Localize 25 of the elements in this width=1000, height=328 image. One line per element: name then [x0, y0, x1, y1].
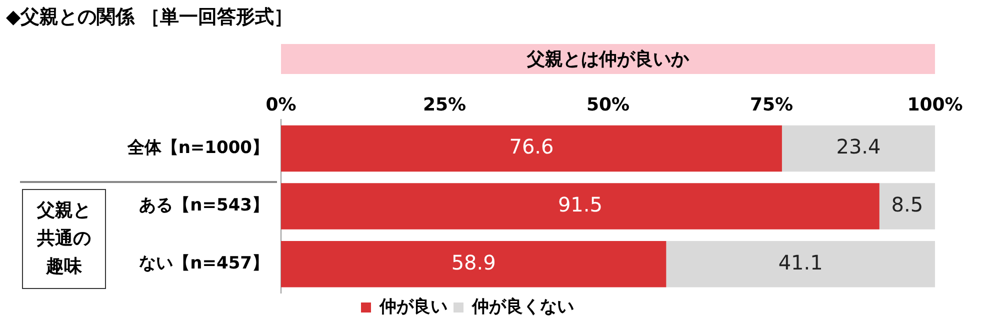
data-label: 58.9 [451, 250, 496, 274]
bar [666, 240, 935, 288]
data-label: 76.6 [509, 134, 554, 159]
text: 父親と共通の趣味 [22, 189, 106, 289]
chart-title: ◆父親との関係 ［単一回答形式］ [6, 5, 294, 30]
chart-subtitle: 父親とは仲が良いか [281, 44, 935, 74]
y-tick-label: 全体【n=1000】 [126, 138, 269, 158]
bar [281, 240, 666, 288]
x-tick-label: 75% [750, 94, 794, 116]
data-label: 23.4 [836, 134, 881, 159]
y-tick-label: ある【n=543】 [139, 196, 269, 216]
y-tick-label: ない【n=457】 [139, 254, 269, 274]
bar [281, 125, 782, 172]
data-label: 41.1 [778, 250, 823, 274]
legend-label: 仲が良い [378, 296, 448, 317]
data-label: 8.5 [891, 192, 924, 217]
bar [879, 183, 935, 230]
legend-label: 仲が良くない [471, 296, 574, 317]
bar [782, 125, 935, 172]
bar [281, 183, 880, 230]
x-tick-label: 0% [266, 94, 296, 116]
x-tick-label: 50% [586, 94, 630, 116]
data-label: 91.5 [558, 192, 602, 217]
x-tick-label: 100% [907, 94, 963, 116]
x-tick-label: 25% [422, 94, 466, 116]
